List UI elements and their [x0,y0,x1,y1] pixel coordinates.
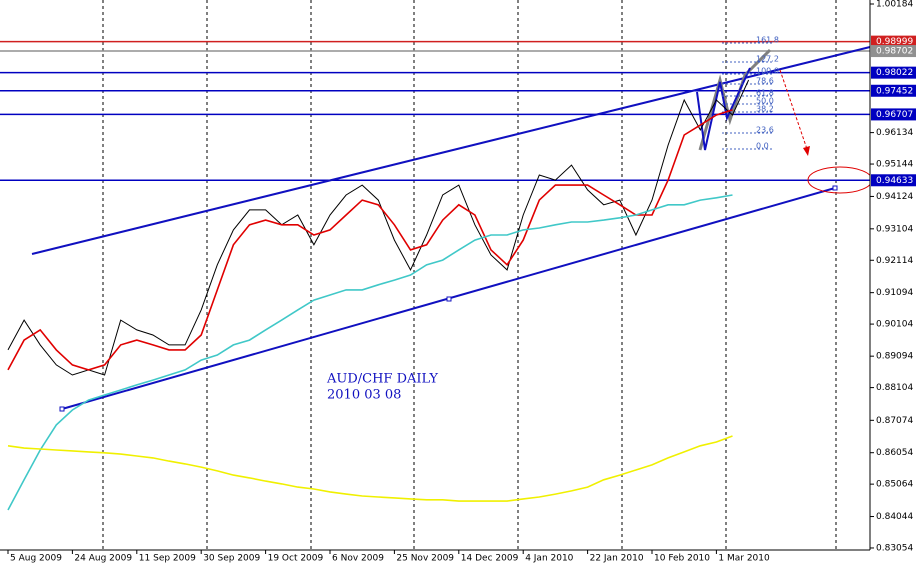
x-tick-label: 22 Jan 2010 [590,554,644,564]
level-box [871,174,916,187]
fib-label: 0.0 [756,142,769,151]
level-label: 0.97452 [876,86,913,96]
axis: 0.83054 0.84044 0.85064 0.86054 0.87074 0.881… [7,0,916,564]
y-tick-label: 0.91094 [876,288,913,298]
y-tick-label: 0.83054 [876,543,913,553]
level-box [871,66,916,79]
x-tick-label: 5 Aug 2009 [10,554,62,564]
level-label: 0.94633 [876,176,913,186]
fibonacci: 161.8 127.2 100.078.6 61.850.038.2 23.6 0.0 [722,36,779,151]
fib-label: 38.2 [756,105,774,114]
x-tick-label: 14 Dec 2009 [461,554,519,564]
x-tick-label: 24 Aug 2009 [74,554,132,564]
fib-label: 78.6 [756,77,774,86]
fib-label: 23.6 [756,126,774,135]
x-tick-label: 19 Oct 2009 [268,554,324,564]
level-label: 0.98999 [876,37,913,47]
x-tick-label: 10 Feb 2010 [654,554,710,564]
levels [0,40,870,182]
plot [7,79,750,511]
level-box [871,45,916,58]
level-label: 0.96707 [876,110,913,120]
vertical-grid [102,0,837,550]
y-tick-label: 0.87074 [876,416,913,426]
annotation-date: 2010 03 08 [327,388,401,403]
y-tick-label: 0.85064 [876,480,913,490]
level-box [871,84,916,97]
series-line [7,109,733,371]
y-tick-label: 0.86054 [876,448,913,458]
x-tick-label: 11 Sep 2009 [139,554,196,564]
y-tick-label: 1.00184 [876,0,913,10]
pattern [698,48,772,151]
x-tick-label: 4 Jan 2010 [525,554,573,564]
series-line [7,435,733,502]
y-tick-label: 0.89094 [876,352,913,362]
series-line [7,194,733,511]
x-tick-label: 1 Mar 2010 [718,554,770,564]
level-box [871,35,916,48]
series-line [7,79,750,376]
y-tick-label: 0.95144 [876,160,913,170]
wave [696,67,751,151]
anchor-points [59,185,838,412]
channel-upper [31,46,871,255]
arrow-head [803,146,810,156]
x-tick-label: 25 Nov 2009 [396,554,454,564]
y-tick-label: 0.94124 [876,192,913,202]
annotation-title: AUD/CHF DAILY [326,372,438,387]
x-tick-label: 6 Nov 2009 [332,554,384,564]
x-tick-label: 30 Sep 2009 [203,554,260,564]
y-tick-label: 0.90104 [876,320,913,330]
fib-label: 100.0 [756,67,779,76]
y-tick-label: 0.92114 [876,256,913,266]
level-box [871,108,916,121]
fib-label: 61.8 [756,89,774,98]
y-tick-label: 0.88104 [876,383,913,393]
level-label: 0.98022 [876,68,913,78]
y-tick-label: 0.96134 [876,128,913,138]
arrow [779,69,809,153]
level-label: 0.98702 [876,47,913,57]
fib-label: 50.0 [756,97,774,106]
y-tick-label: 0.84044 [876,512,913,522]
fib-label: 161.8 [756,36,779,45]
fib-label: 127.2 [756,55,779,64]
y-tick-label: 0.93104 [876,224,913,234]
